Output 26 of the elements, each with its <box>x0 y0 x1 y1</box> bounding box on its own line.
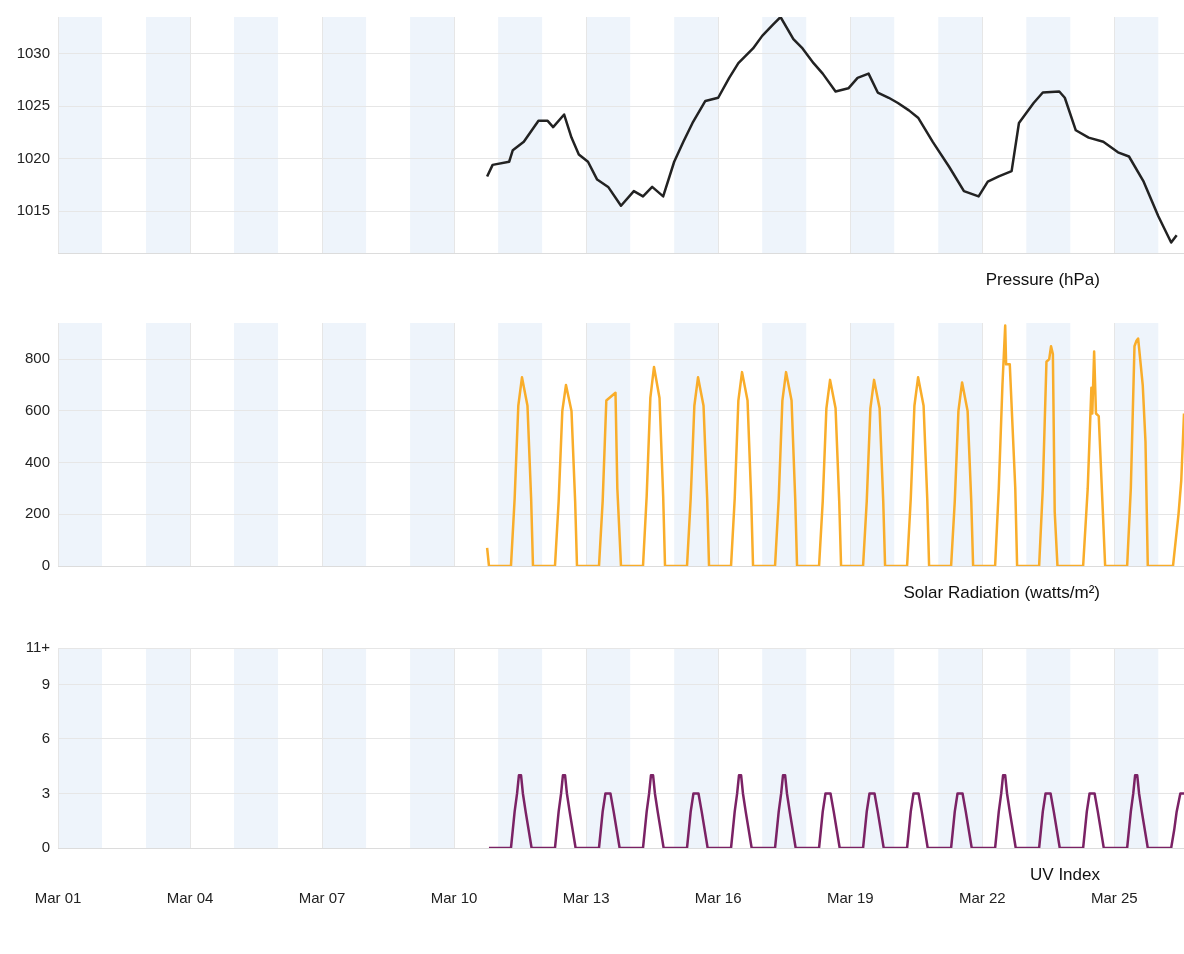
x-axis-title: Solar Radiation (watts/m²) <box>903 582 1100 602</box>
y-tick-label: 1025 <box>16 96 50 114</box>
y-tick-label: 1020 <box>16 148 50 166</box>
x-tick-label: Mar 16 <box>694 889 742 907</box>
x-tick-label: Mar 07 <box>298 889 346 907</box>
y-tick-label: 0 <box>41 838 50 856</box>
y-tick-label: 1030 <box>16 43 50 61</box>
x-tick-label: Mar 25 <box>1090 889 1138 907</box>
x-tick-label: Mar 10 <box>430 889 478 907</box>
y-tick-label: 1015 <box>16 201 50 219</box>
x-axis-title: Pressure (hPa) <box>985 269 1100 289</box>
y-tick-label: 600 <box>24 401 50 419</box>
x-tick-label: Mar 19 <box>826 889 874 907</box>
x-tick-label: Mar 01 <box>34 889 82 907</box>
x-tick-label: Mar 22 <box>958 889 1006 907</box>
y-tick-label: 800 <box>24 349 50 367</box>
y-tick-label: 3 <box>41 783 50 801</box>
x-axis-title: UV Index <box>1030 864 1101 884</box>
x-tick-label: Mar 04 <box>166 889 214 907</box>
y-tick-label: 0 <box>41 556 50 574</box>
y-tick-label: 9 <box>41 674 50 692</box>
y-tick-label: 11+ <box>25 638 51 656</box>
y-tick-label: 400 <box>24 452 50 470</box>
x-tick-label: Mar 13 <box>562 889 610 907</box>
y-tick-label: 6 <box>41 729 50 747</box>
y-tick-label: 200 <box>24 504 50 522</box>
